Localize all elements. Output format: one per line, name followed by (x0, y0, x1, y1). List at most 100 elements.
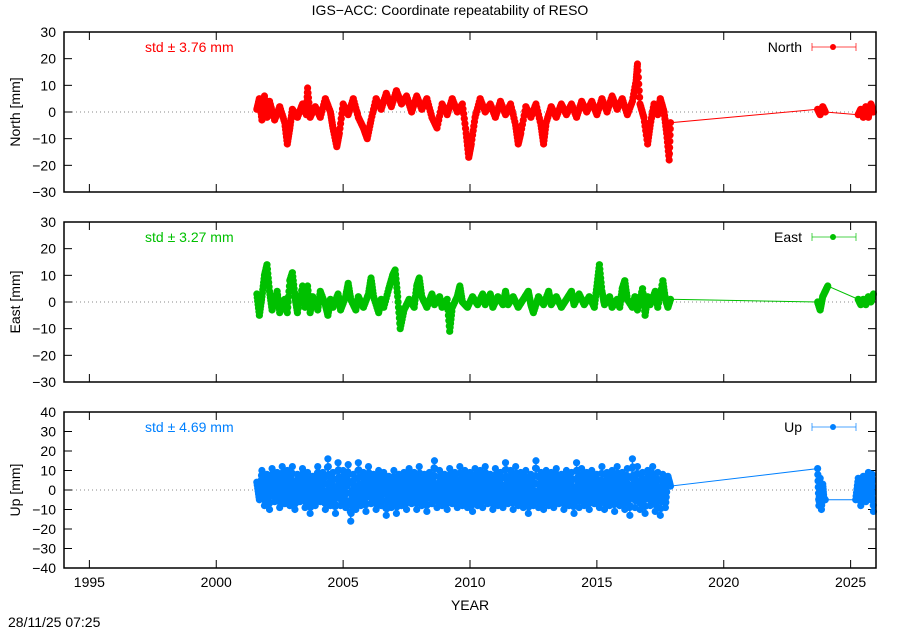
data-point (394, 293, 402, 301)
data-point (868, 470, 876, 478)
data-point (352, 505, 360, 514)
y-tick-label: 0 (48, 294, 56, 310)
y-axis-label: East [mm] (7, 270, 23, 333)
data-point (663, 488, 671, 496)
y-tick-label: −10 (32, 502, 56, 518)
data-point (501, 459, 510, 467)
data-point (550, 503, 558, 512)
data-point (665, 156, 673, 164)
x-tick-label: 2000 (201, 574, 232, 590)
data-point (868, 476, 877, 485)
data-point (666, 125, 674, 133)
data-point (633, 463, 642, 471)
data-point (372, 505, 380, 514)
data-point (390, 466, 398, 475)
y-tick-label: −30 (32, 184, 56, 200)
y-tick-label: −30 (32, 374, 56, 390)
data-point (560, 505, 568, 514)
data-point (405, 464, 413, 473)
legend-marker (830, 234, 836, 240)
y-tick-label: −20 (32, 157, 56, 173)
data-point (311, 502, 319, 510)
data-point (435, 466, 444, 475)
y-tick-label: −10 (32, 131, 56, 147)
y-tick-label: −20 (32, 521, 56, 537)
timestamp: 28/11/25 07:25 (8, 614, 101, 630)
data-point (552, 464, 560, 473)
plot-frame (63, 411, 877, 569)
y-tick-label: 10 (40, 463, 56, 479)
series-markers (253, 455, 878, 525)
y-axis-label: Up [mm] (7, 464, 23, 517)
data-point (479, 503, 487, 512)
data-point (656, 511, 664, 519)
data-point (413, 505, 421, 514)
data-point (362, 507, 370, 516)
data-point (321, 505, 329, 514)
data-point (284, 293, 293, 301)
data-point (491, 464, 499, 473)
data-point (268, 464, 276, 473)
data-point (633, 60, 642, 68)
data-point (585, 505, 593, 514)
data-point (641, 509, 649, 517)
data-point (666, 143, 674, 152)
data-point (456, 463, 464, 471)
y-tick-label: −30 (32, 541, 56, 557)
data-point (649, 463, 657, 471)
data-point (666, 137, 674, 145)
data-point (443, 505, 451, 514)
data-point (869, 483, 877, 491)
data-point (392, 509, 401, 517)
data-point (342, 503, 350, 512)
series-markers (253, 261, 878, 335)
y-tick-label: 30 (40, 424, 56, 440)
y-tick-label: −20 (32, 347, 56, 363)
x-axis-label: YEAR (451, 597, 489, 613)
y-axis-label: North [mm] (7, 77, 23, 146)
data-point (347, 517, 355, 525)
y-tick-label: −10 (32, 321, 56, 337)
x-tick-label: 2020 (708, 574, 739, 590)
std-label: std ± 3.76 mm (145, 39, 234, 55)
data-point (306, 509, 314, 517)
data-point (578, 464, 586, 473)
data-point (334, 459, 342, 467)
data-point (635, 80, 643, 88)
y-tick-label: 20 (40, 443, 56, 459)
data-point (394, 298, 402, 306)
data-point (634, 73, 642, 81)
data-point (869, 501, 877, 509)
data-point (415, 463, 423, 471)
y-tick-label: 0 (48, 482, 56, 498)
data-point (600, 505, 609, 514)
data-point (665, 150, 674, 158)
data-point (382, 511, 390, 519)
data-point (265, 505, 274, 514)
data-point (824, 282, 832, 290)
legend-label: North (768, 39, 802, 55)
data-point (354, 459, 362, 467)
data-point (661, 503, 669, 512)
data-point (814, 464, 822, 473)
legend-marker (830, 424, 836, 430)
data-point (512, 463, 520, 471)
data-point (298, 464, 307, 473)
data-point (635, 93, 644, 101)
data-point (291, 505, 299, 514)
y-tick-label: 20 (40, 241, 56, 257)
data-point (446, 464, 454, 473)
data-point (666, 295, 675, 303)
data-point (489, 505, 497, 514)
data-point (288, 463, 296, 471)
data-point (380, 468, 388, 477)
data-point (258, 466, 266, 475)
data-point (324, 463, 332, 471)
data-point (570, 509, 578, 517)
y-tick-label: 40 (40, 404, 56, 420)
y-tick-label: 10 (40, 267, 56, 283)
chart-title: IGS−ACC: Coordinate repeatability of RES… (312, 2, 589, 18)
data-point (532, 457, 540, 465)
